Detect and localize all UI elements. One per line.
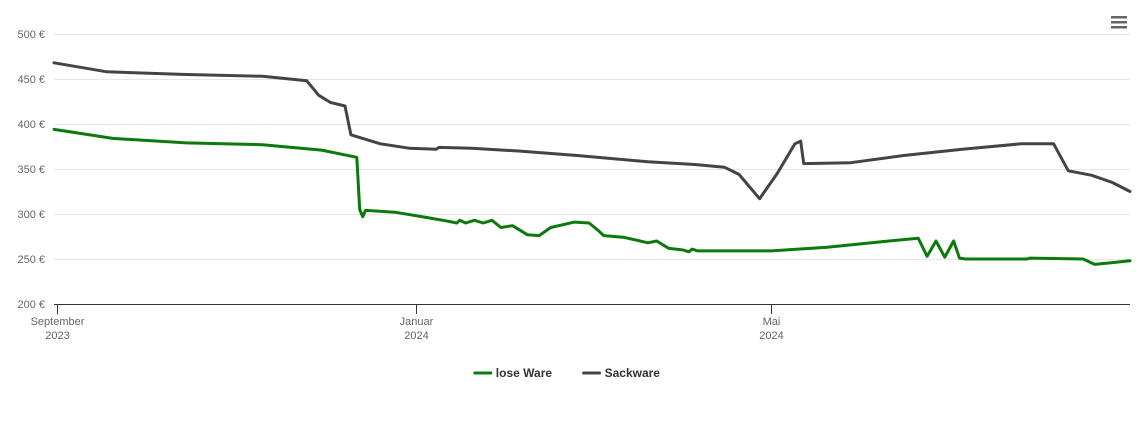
legend-item-sackware[interactable]: Sackware [582,366,661,380]
grid [54,34,1130,260]
legend-item-lose-ware[interactable]: lose Ware [473,366,553,380]
y-tick-label: 500 € [17,29,45,41]
y-tick-label: 450 € [17,74,45,86]
x-tick-label: Mai [763,316,781,328]
series-line-lose-ware [52,127,1132,266]
y-tick-label: 200 € [17,299,45,311]
hamburger-menu-icon[interactable] [1111,16,1127,29]
menu-icon-bar [1111,26,1127,29]
x-tick-year-label: 2024 [404,330,428,342]
legend[interactable]: lose Ware Sackware [473,366,661,380]
legend-label: Sackware [605,366,661,380]
series-lines [52,61,1132,266]
y-tick-label: 250 € [17,254,45,266]
y-tick-label: 350 € [17,164,45,176]
x-tick-year-label: 2023 [45,330,69,342]
chart-menu-button[interactable] [1110,14,1128,30]
x-tick-label: Januar [400,316,434,328]
x-tick-label: September [31,316,85,328]
y-tick-label: 300 € [17,209,45,221]
series-line-sackware [52,61,1132,201]
axes: 200 € 250 € 300 € 350 € 400 € 450 € 500 € Septe… [17,29,1130,342]
x-tick-year-label: 2024 [759,330,783,342]
y-tick-label: 400 € [17,119,45,131]
legend-label: lose Ware [496,366,553,380]
menu-icon-bar [1111,16,1127,19]
menu-icon-bar [1111,21,1127,24]
